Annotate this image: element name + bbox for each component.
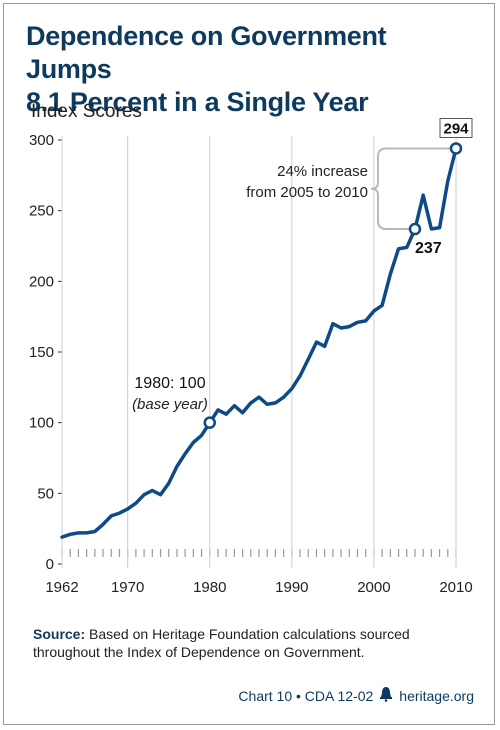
title-line-2: 8.1 Percent in a Single Year: [26, 87, 369, 117]
annotation-increase-line2: from 2005 to 2010: [246, 184, 368, 201]
title-line-1: Dependence on Government Jumps: [26, 21, 387, 84]
label-2010-box: [439, 117, 473, 138]
label-2010-value: 294: [443, 120, 469, 137]
point-2010: [449, 142, 463, 155]
point-1980: [203, 416, 216, 429]
annotation-base-label: 1980: 100: [134, 375, 205, 392]
y-axis-label: Index Scores: [31, 101, 142, 122]
y-tick-label: 250: [29, 203, 54, 220]
point-2005: [408, 222, 422, 236]
liberty-bell-icon: [378, 686, 394, 705]
x-tick-label: 2000: [357, 579, 390, 596]
y-tick-label: 200: [29, 273, 54, 290]
y-tick-label: 0: [46, 556, 54, 573]
x-tick-label: 2010: [439, 579, 472, 596]
footer-site: heritage.org: [399, 687, 474, 704]
x-tick-label: 1990: [275, 579, 308, 596]
increase-bracket: [370, 147, 387, 231]
source-note: Source: Based on Heritage Foundation cal…: [33, 625, 473, 661]
y-tick-label: 150: [29, 344, 54, 361]
y-tick-label: 100: [29, 415, 54, 432]
y-tick-label: 50: [37, 485, 54, 502]
label-2005-value: 237: [415, 240, 442, 257]
x-tick-label: 1970: [111, 579, 144, 596]
footer-chart-id: Chart 10 • CDA 12-02: [238, 687, 374, 704]
chart-frame: [3, 3, 495, 725]
annotation-base-sublabel: (base year): [132, 396, 208, 413]
x-tick-label: 1962: [45, 579, 78, 596]
series-line: [60, 146, 458, 539]
source-text: Based on Heritage Foundation calculation…: [33, 626, 410, 660]
source-label: Source:: [33, 626, 86, 642]
chart-title: Dependence on Government Jumps 8.1 Perce…: [26, 20, 466, 119]
x-tick-label: 1980: [193, 579, 226, 596]
y-tick-label: 300: [29, 132, 54, 149]
annotation-increase-line1: 24% increase: [277, 163, 368, 180]
footer: Chart 10 • CDA 12-02 heritage.org: [238, 686, 474, 705]
